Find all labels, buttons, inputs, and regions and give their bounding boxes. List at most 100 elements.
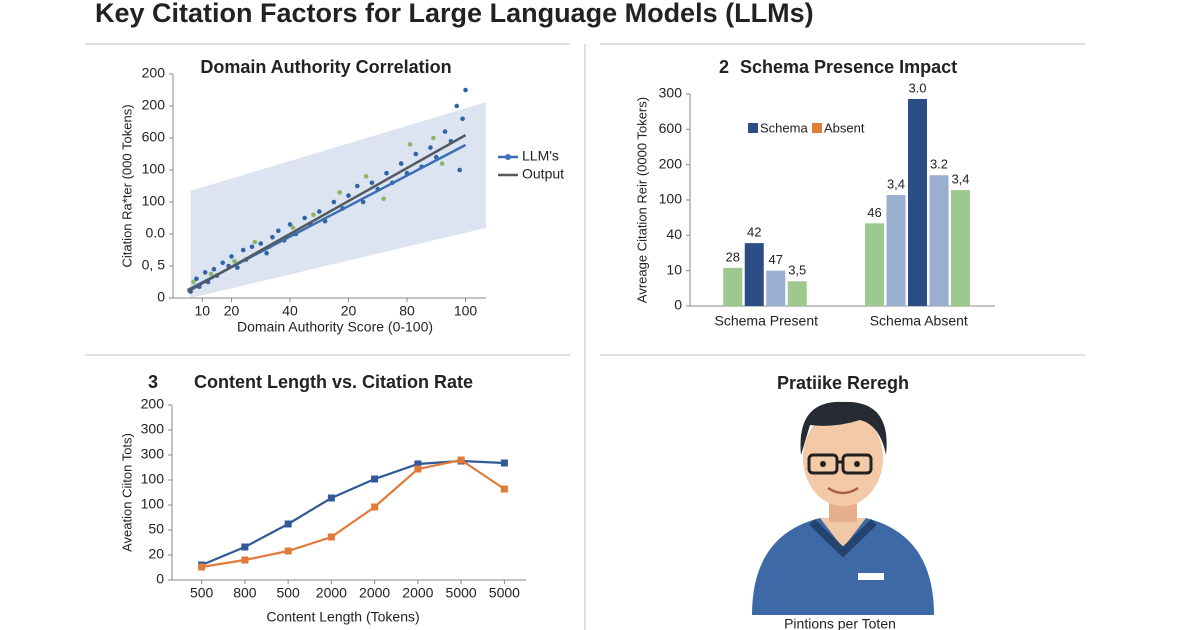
- scatter-point: [363, 174, 369, 179]
- scatter-point: [442, 129, 448, 134]
- bar-value-label: 3,5: [788, 263, 806, 278]
- profile-name: Pratiike Reregh: [777, 373, 909, 393]
- profile-caption: Pintions per Toten: [784, 616, 896, 630]
- scatter-point: [249, 244, 255, 250]
- chart-title: Domain Authority Correlation: [200, 57, 451, 77]
- x-tick-label: Schema Absent: [870, 313, 968, 329]
- bar-value-label: 47: [769, 252, 783, 267]
- chart-title: Schema Presence Impact: [740, 57, 957, 77]
- y-tick-label: 600: [659, 120, 683, 136]
- page-title: Key Citation Factors for Large Language …: [95, 0, 814, 28]
- scatter-point: [454, 103, 460, 109]
- y-tick-label: 50: [148, 521, 164, 537]
- y-axis-label: Citation Ra*ter (000 Tokens): [119, 104, 134, 267]
- y-tick-label: 200: [142, 65, 166, 81]
- bar-value-label: 3,4: [951, 172, 969, 187]
- y-tick-label: 100: [142, 193, 166, 209]
- line-marker: [241, 556, 249, 564]
- x-axis-label: Domain Authority Score (0-100): [237, 319, 433, 335]
- bar: [723, 267, 743, 306]
- line-marker: [371, 475, 379, 483]
- scatter-point: [457, 167, 462, 173]
- scatter-point: [381, 196, 386, 202]
- x-tick-label: 2000: [316, 585, 347, 601]
- chart-number: 2: [719, 57, 729, 77]
- y-tick-label: 20: [148, 546, 164, 562]
- series-line: [201, 458, 505, 569]
- y-tick-label: 100: [141, 471, 165, 487]
- bar: [744, 243, 764, 306]
- bar: [951, 190, 970, 306]
- x-tick-label: 800: [233, 585, 257, 601]
- scatter-point: [311, 212, 316, 218]
- scatter-point: [191, 279, 196, 285]
- y-tick-label: 0: [156, 571, 164, 587]
- line-marker: [327, 494, 335, 502]
- y-tick-label: 200: [141, 396, 165, 412]
- y-tick-label: 0.0: [146, 225, 166, 241]
- line-marker: [500, 459, 508, 467]
- y-tick-label: 200: [142, 97, 166, 113]
- chart-number: 3: [148, 372, 158, 392]
- line-marker: [284, 547, 292, 555]
- bar-value-label: 28: [726, 249, 740, 264]
- scatter-point: [407, 142, 413, 147]
- y-tick-label: 10: [666, 261, 682, 277]
- x-tick-label: 40: [282, 303, 298, 319]
- scatter-point: [208, 271, 214, 277]
- scatter-point: [460, 116, 465, 122]
- y-tick-label: 300: [141, 421, 165, 437]
- x-tick-label: 80: [399, 303, 415, 319]
- bar-value-label: 46: [867, 205, 881, 220]
- scatter-point: [220, 260, 226, 266]
- legend-label: Absent: [824, 120, 865, 135]
- scatter-point: [258, 241, 264, 246]
- bar-value-label: 3,4: [887, 176, 905, 191]
- scatter-point: [264, 250, 269, 256]
- legend-marker: [505, 154, 511, 160]
- bar: [787, 281, 807, 306]
- y-tick-label: 100: [141, 496, 165, 512]
- scatter-point: [302, 215, 307, 221]
- scatter-point: [360, 199, 366, 205]
- y-tick-label: 100: [142, 161, 166, 177]
- line-marker: [371, 503, 379, 511]
- line-marker: [327, 533, 335, 541]
- scatter-point: [316, 209, 322, 214]
- scatter-point: [229, 254, 234, 259]
- x-tick-label: 2000: [359, 585, 390, 601]
- x-tick-label: 20: [224, 303, 240, 319]
- bar: [766, 270, 786, 306]
- scatter-point: [398, 161, 404, 166]
- line-marker: [457, 456, 465, 464]
- legend-label: Output: [522, 166, 564, 182]
- separators: [85, 43, 1085, 630]
- scatter-point: [331, 199, 337, 205]
- y-tick-label: 200: [659, 155, 683, 171]
- scatter-point: [240, 247, 246, 253]
- bar-value-label: 3.0: [908, 80, 926, 95]
- x-tick-label: 5000: [489, 585, 520, 601]
- x-tick-label: 500: [276, 585, 300, 601]
- trend-line: [187, 134, 467, 293]
- x-tick-label: 20: [341, 303, 357, 319]
- x-tick-label: 100: [454, 303, 478, 319]
- scatter-point: [202, 270, 208, 275]
- bar-value-label: 42: [747, 225, 761, 240]
- y-tick-label: 300: [659, 85, 683, 101]
- x-tick-label: 500: [190, 585, 214, 601]
- y-tick-label: 0: [674, 297, 682, 313]
- bar-value-label: 3.2: [930, 157, 948, 172]
- confidence-band: [190, 102, 487, 298]
- y-tick-label: 300: [141, 446, 165, 462]
- legend-swatch: [748, 123, 758, 133]
- legend-label: Schema: [760, 120, 808, 135]
- bar: [929, 175, 949, 306]
- scatter-point: [346, 193, 351, 198]
- chart-title: Content Length vs. Citation Rate: [194, 372, 473, 392]
- y-axis-label: Avreage Citation Reir (0000 Tokers): [634, 97, 649, 303]
- scatter-point: [369, 180, 375, 186]
- line-marker: [284, 520, 292, 528]
- scatter-point: [252, 239, 258, 245]
- scatter-point: [235, 265, 240, 270]
